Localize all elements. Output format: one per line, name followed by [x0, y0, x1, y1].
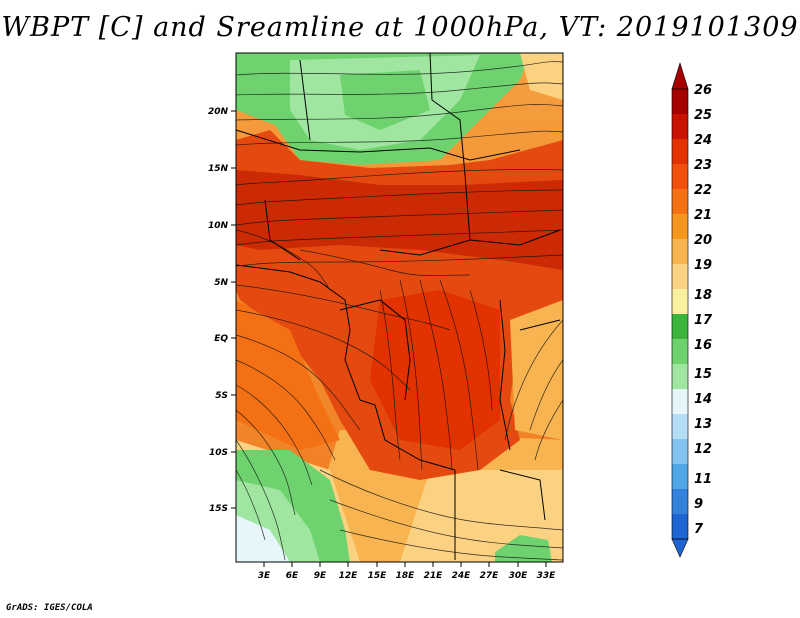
lat-label: 5S — [215, 391, 228, 401]
colorbar-swatch — [672, 339, 688, 365]
colorbar-label: 23 — [694, 158, 712, 173]
lat-label: 15S — [209, 504, 228, 514]
colorbar-swatch — [672, 439, 688, 465]
colorbar-label: 24 — [694, 133, 712, 148]
grads-credit: GrADS: IGES/COLA — [6, 603, 93, 613]
colorbar-label: 15 — [694, 367, 712, 382]
lon-label: 33E — [537, 571, 557, 581]
lon-label: 6E — [286, 571, 299, 581]
colorbar-label: 22 — [694, 183, 712, 198]
lat-label: 10N — [208, 221, 229, 231]
colorbar-label: 18 — [694, 288, 712, 303]
lon-label: 12E — [339, 571, 359, 581]
colorbar-label: 12 — [694, 442, 712, 457]
colorbar-label: 11 — [694, 472, 712, 487]
colorbar-swatch — [672, 414, 688, 440]
colorbar-swatch — [672, 364, 688, 390]
colorbar: 26 25 24 23 22 21 20 19 18 17 16 15 14 1… — [671, 61, 713, 558]
colorbar-label: 20 — [694, 233, 712, 248]
colorbar-label: 9 — [694, 497, 703, 512]
colorbar-swatch — [672, 489, 688, 515]
colorbar-swatch — [672, 514, 688, 540]
colorbar-label: 19 — [694, 258, 712, 273]
colorbar-swatch — [672, 114, 688, 140]
lon-label: 18E — [396, 571, 416, 581]
wbpt-field — [236, 53, 563, 562]
colorbar-swatch — [672, 164, 688, 190]
lon-label: 21E — [424, 571, 444, 581]
colorbar-swatch — [672, 264, 688, 290]
colorbar-top-arrow — [671, 61, 689, 90]
colorbar-swatch — [672, 389, 688, 415]
colorbar-swatch — [672, 314, 688, 340]
colorbar-swatch — [672, 239, 688, 265]
lat-label: EQ — [214, 334, 228, 344]
lat-label: 10S — [209, 448, 228, 458]
colorbar-bottom-arrow — [671, 538, 689, 558]
lat-label: 15N — [208, 164, 229, 174]
colorbar-swatch — [672, 289, 688, 315]
colorbar-label: 26 — [694, 83, 712, 98]
colorbar-label: 14 — [694, 392, 712, 407]
lon-label: 9E — [314, 571, 327, 581]
lat-label: 5N — [214, 278, 228, 288]
lon-label: 3E — [258, 571, 271, 581]
lon-label: 24E — [452, 571, 472, 581]
colorbar-label: 13 — [694, 417, 712, 432]
colorbar-label: 25 — [694, 108, 712, 123]
lon-label: 30E — [509, 571, 529, 581]
lon-axis: 3E 6E 9E 12E 15E 18E 21E 24E 27E 30E 33E — [258, 562, 556, 581]
colorbar-swatch — [672, 189, 688, 215]
lon-label: 27E — [480, 571, 500, 581]
map-frame — [235, 52, 564, 563]
chart-title: WBPT [C] and Sreamline at 1000hPa, VT: 2… — [1, 12, 799, 43]
lat-axis: 20N 15N 10N 5N EQ 5S 10S 15S — [208, 107, 236, 514]
colorbar-label: 21 — [694, 208, 712, 223]
colorbar-swatch — [672, 89, 688, 115]
colorbar-swatch — [672, 464, 688, 490]
colorbar-swatch — [672, 214, 688, 240]
colorbar-label: 16 — [694, 338, 712, 353]
colorbar-swatch — [672, 139, 688, 165]
lat-label: 20N — [208, 107, 229, 117]
colorbar-label: 17 — [694, 313, 713, 328]
colorbar-label: 7 — [694, 522, 704, 537]
lon-label: 15E — [368, 571, 388, 581]
